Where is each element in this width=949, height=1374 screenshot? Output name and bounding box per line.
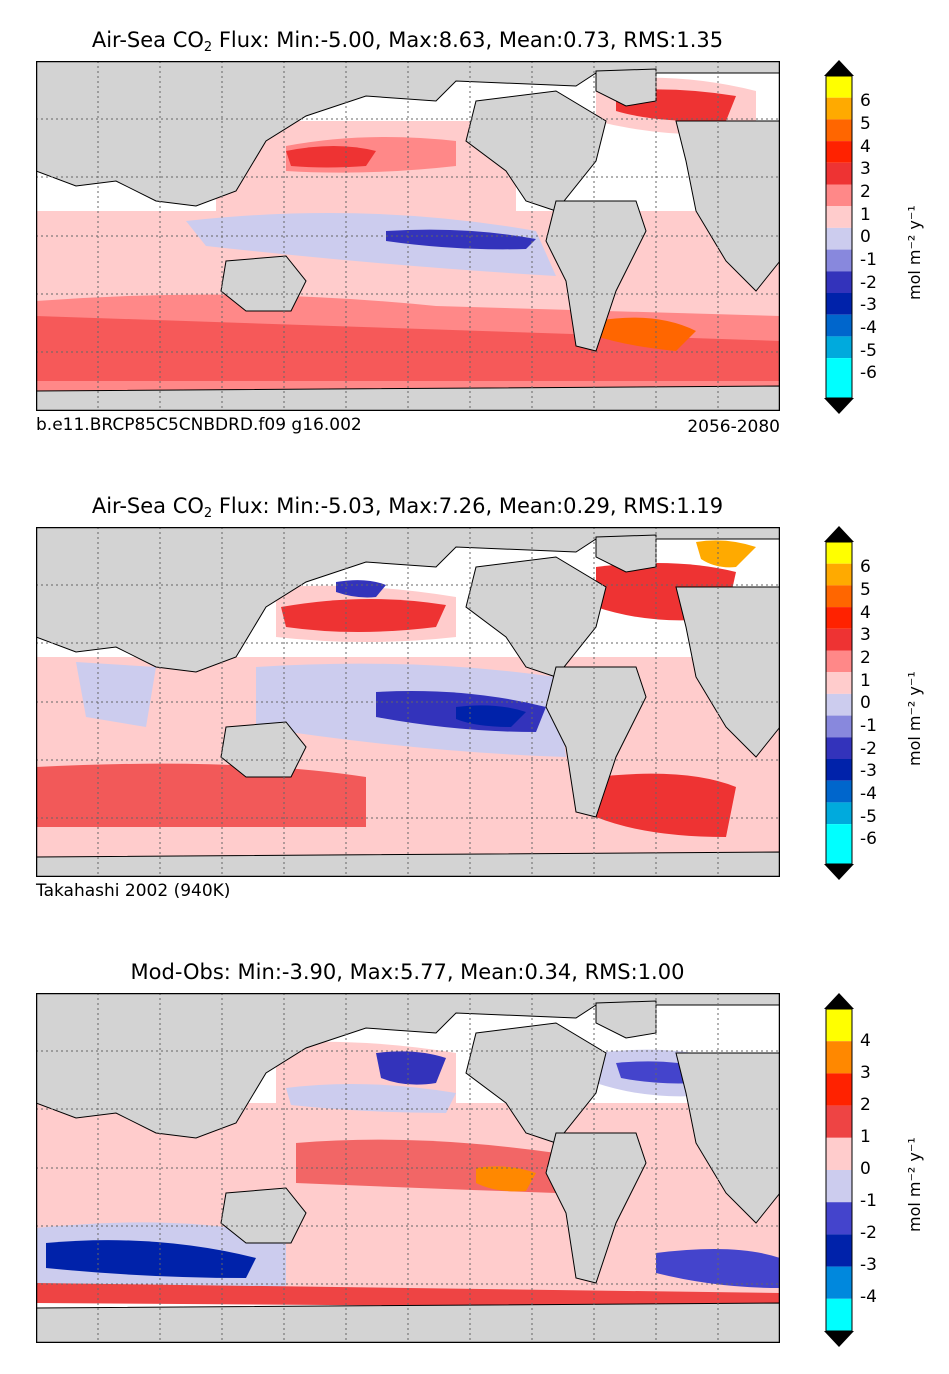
cb1-tick: 6 — [860, 91, 871, 111]
flux-region-peak — [286, 146, 376, 168]
panel1-caption-right: 2056-2080 — [687, 417, 780, 437]
panel3-colorbar — [824, 993, 854, 1347]
flux-region-low — [376, 1051, 446, 1085]
cb3-tick: 4 — [860, 1031, 871, 1051]
cb3-tick: 2 — [860, 1095, 871, 1115]
land-greenland — [595, 534, 657, 573]
map-gridlines — [36, 993, 780, 1343]
map-gridlines — [36, 61, 780, 411]
cb1-tick: -6 — [860, 363, 877, 383]
land-south-america — [545, 1132, 647, 1284]
cb1-tick: -3 — [860, 295, 877, 315]
flux-region-low — [336, 580, 386, 598]
cb1-tick: 0 — [860, 227, 871, 247]
cb1-tick: -5 — [860, 341, 877, 361]
land-south-america — [545, 666, 647, 818]
cb2-tick: 1 — [860, 671, 871, 691]
cb1-tick: -2 — [860, 273, 877, 293]
flux-region-neg — [186, 213, 556, 276]
cb1-label: mol m⁻² y⁻¹ — [905, 205, 924, 300]
flux-region-peak — [696, 540, 756, 568]
cb2-tick: -1 — [860, 716, 877, 736]
cb3-tick: -3 — [860, 1255, 877, 1275]
cb2-tick: -3 — [860, 761, 877, 781]
panel1-colorbar — [824, 60, 854, 414]
cb3-label: mol m⁻² y⁻¹ — [905, 1137, 924, 1232]
cb3-tick: -2 — [860, 1223, 877, 1243]
panel2-colorbar — [824, 526, 854, 880]
cb2-tick: 4 — [860, 603, 871, 623]
land-south-america — [545, 200, 647, 352]
cb2-tick: -4 — [860, 784, 877, 804]
land-africa — [675, 1052, 780, 1224]
flux-region-low — [456, 705, 526, 727]
cb3-tick: -1 — [860, 1191, 877, 1211]
flux-region-peak — [476, 1166, 536, 1192]
land-africa — [675, 120, 780, 292]
cb1-tick: 1 — [860, 205, 871, 225]
cb1-tick: 4 — [860, 137, 871, 157]
cb3-tick: 1 — [860, 1127, 871, 1147]
cb2-tick: 5 — [860, 580, 871, 600]
land-greenland — [595, 68, 657, 107]
panel1-caption-left: b.e11.BRCP85C5CNBDRD.f09 g16.002 — [36, 415, 362, 435]
land-australia — [220, 255, 307, 312]
flux-region-peak — [596, 773, 736, 837]
cb2-tick: 0 — [860, 693, 871, 713]
cb1-tick: -4 — [860, 318, 877, 338]
cb2-tick: 6 — [860, 557, 871, 577]
flux-region-peak — [281, 598, 446, 632]
cb1-tick: 3 — [860, 159, 871, 179]
panel3-title: Mod-Obs: Min:-3.90, Max:5.77, Mean:0.34,… — [130, 960, 685, 984]
panel1-title: Air-Sea CO2 Flux: Min:-5.00, Max:8.63, M… — [91, 28, 724, 55]
cb3-tick: -4 — [860, 1287, 877, 1307]
cb2-tick: -5 — [860, 807, 877, 827]
cb2-tick: -2 — [860, 739, 877, 759]
panel2-title: Air-Sea CO2 Flux: Min:-5.03, Max:7.26, M… — [91, 494, 724, 521]
map-gridlines — [36, 527, 780, 877]
flux-region-neg — [76, 662, 156, 727]
panel2-map — [36, 527, 780, 877]
panel2-caption-left: Takahashi 2002 (940K) — [36, 881, 231, 901]
flux-region-low — [386, 229, 536, 250]
cb1-tick: 5 — [860, 114, 871, 134]
cb2-tick: 3 — [860, 625, 871, 645]
flux-region-peak — [36, 763, 366, 827]
land-australia — [220, 1187, 307, 1244]
cb1-tick: 2 — [860, 182, 871, 202]
panel1-map — [36, 61, 780, 411]
land-greenland — [595, 1000, 657, 1039]
land-africa — [675, 586, 780, 758]
panel3-map — [36, 993, 780, 1343]
flux-region-peak — [596, 317, 696, 351]
cb2-label: mol m⁻² y⁻¹ — [905, 671, 924, 766]
cb2-tick: 2 — [860, 648, 871, 668]
cb2-tick: -6 — [860, 829, 877, 849]
cb1-tick: -1 — [860, 250, 877, 270]
cb3-tick: 3 — [860, 1063, 871, 1083]
flux-region-neg — [286, 1084, 456, 1113]
cb3-tick: 0 — [860, 1159, 871, 1179]
land-australia — [220, 721, 307, 778]
